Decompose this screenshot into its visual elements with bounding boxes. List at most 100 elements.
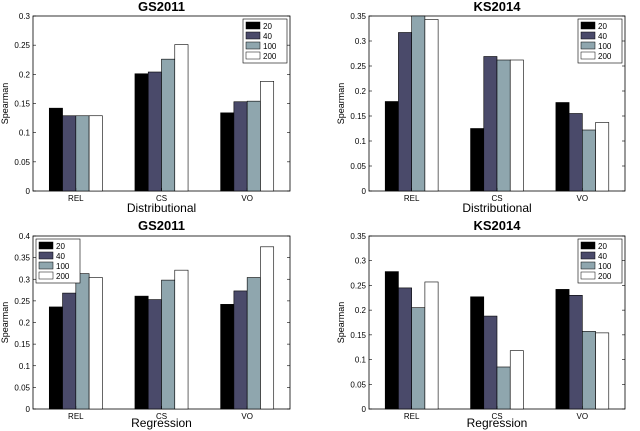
y-tick-label: 0.25 [350,281,366,290]
bar-rel-40 [398,287,412,410]
x-tick-label: VO [577,194,589,203]
x-tick-label: VO [577,412,589,421]
bar-rel-200 [424,19,439,192]
bar-cs-200 [509,350,524,410]
bar-vo-200 [595,332,610,410]
y-axis-label: Spearman [0,302,10,344]
bar-vo-200 [260,246,275,410]
y-tick-label: 0.3 [355,257,367,266]
chart-title: KS2014 [474,218,522,233]
bar-rel-200 [88,277,103,410]
y-tick-label: 0.2 [19,319,31,328]
x-axis-label: Regression [131,416,192,430]
bar-vo-100 [246,100,261,192]
legend-swatch-100 [38,261,54,270]
y-axis-label: Spearman [336,302,346,344]
bar-rel-20 [384,101,399,192]
legend-label-40: 40 [263,32,272,41]
y-tick-label: 0.4 [19,232,31,241]
legend-swatch-20 [245,21,261,30]
y-axis-label: Spearman [336,83,346,125]
x-axis-label: Regression [467,416,528,430]
legend-swatch-20 [580,21,596,30]
legend-label-40: 40 [56,252,65,261]
bar-vo-200 [260,81,275,192]
y-tick-label: 0.3 [19,275,31,284]
y-tick-label: 0.15 [350,112,366,121]
bar-vo-40 [233,290,248,410]
chart-title: GS2011 [138,0,185,14]
bar-cs-40 [483,56,498,192]
bar-cs-200 [509,59,524,192]
y-tick-label: 0 [26,187,31,196]
legend-label-40: 40 [598,32,607,41]
y-tick-label: 0.05 [14,158,30,167]
y-tick-label: 0 [362,187,367,196]
legend-label-200: 200 [56,272,70,281]
y-tick-label: 0.2 [19,70,31,79]
x-tick-label: REL [404,412,420,421]
legend-swatch-100 [245,41,261,50]
chart-title: KS2014 [474,0,522,14]
bar-cs-100 [496,366,511,410]
x-tick-label: VO [241,194,253,203]
x-tick-label: VO [241,412,253,421]
bar-cs-40 [147,71,162,192]
y-tick-label: 0.1 [19,362,31,371]
legend-label-40: 40 [598,252,607,261]
legend-swatch-20 [38,241,54,250]
bar-cs-100 [161,279,176,410]
bar-vo-20 [555,102,570,192]
y-tick-label: 0.05 [350,162,366,171]
y-tick-label: 0.35 [350,232,366,241]
chart-panel-1: 0 0.05 0.1 0.15 0.2 0.25 0.3 0.35 REL CS VO KS2014 D… [336,0,626,215]
x-tick-label: REL [404,194,420,203]
legend-swatch-40 [245,31,261,40]
bar-rel-40 [398,32,412,192]
bar-cs-100 [496,59,511,192]
legend-label-20: 20 [598,22,607,31]
legend-swatch-200 [580,51,596,60]
bar-vo-200 [595,122,610,192]
bar-rel-100 [75,273,90,410]
legend-swatch-200 [245,51,261,60]
x-axis-label: Distributional [462,201,531,215]
x-tick-label: CS [491,412,502,421]
chart-panel-0: 0 0.05 0.1 0.15 0.2 0.25 0.3 REL CS VO GS2011 Distr… [0,0,291,215]
bar-vo-20 [555,289,570,410]
bar-rel-20 [48,107,63,192]
bar-vo-20 [220,112,235,192]
bar-cs-40 [483,315,498,410]
bar-cs-20 [134,295,149,410]
legend-label-200: 200 [598,52,612,61]
legend-label-200: 200 [598,272,612,281]
y-tick-label: 0.2 [355,87,367,96]
legend-label-20: 20 [56,242,65,251]
legend-swatch-40 [580,251,596,260]
bar-rel-100 [75,115,90,192]
legend-label-100: 100 [263,42,277,51]
bar-vo-20 [220,304,235,410]
x-tick-label: CS [156,412,167,421]
bar-cs-20 [470,296,485,410]
y-tick-label: 0.1 [355,137,367,146]
bar-vo-100 [246,277,261,410]
bar-rel-20 [48,306,63,410]
x-tick-label: REL [68,194,84,203]
y-axis-label: Spearman [0,83,10,125]
bar-cs-20 [134,73,149,192]
bar-rel-40 [62,115,77,192]
legend-swatch-100 [580,41,596,50]
chart-title: GS2011 [138,218,185,233]
y-tick-label: 0.3 [355,37,367,46]
chart-panel-2: 0 0.05 0.1 0.15 0.2 0.25 0.3 0.35 0.4 REL CS VO GS20… [0,218,291,430]
bar-rel-100 [411,15,426,192]
chart-panel-3: 0 0.05 0.1 0.15 0.2 0.25 0.3 0.35 REL CS VO KS2014 R… [336,218,626,430]
bar-cs-40 [147,299,162,410]
y-tick-label: 0.15 [350,331,366,340]
legend-label-100: 100 [598,262,612,271]
